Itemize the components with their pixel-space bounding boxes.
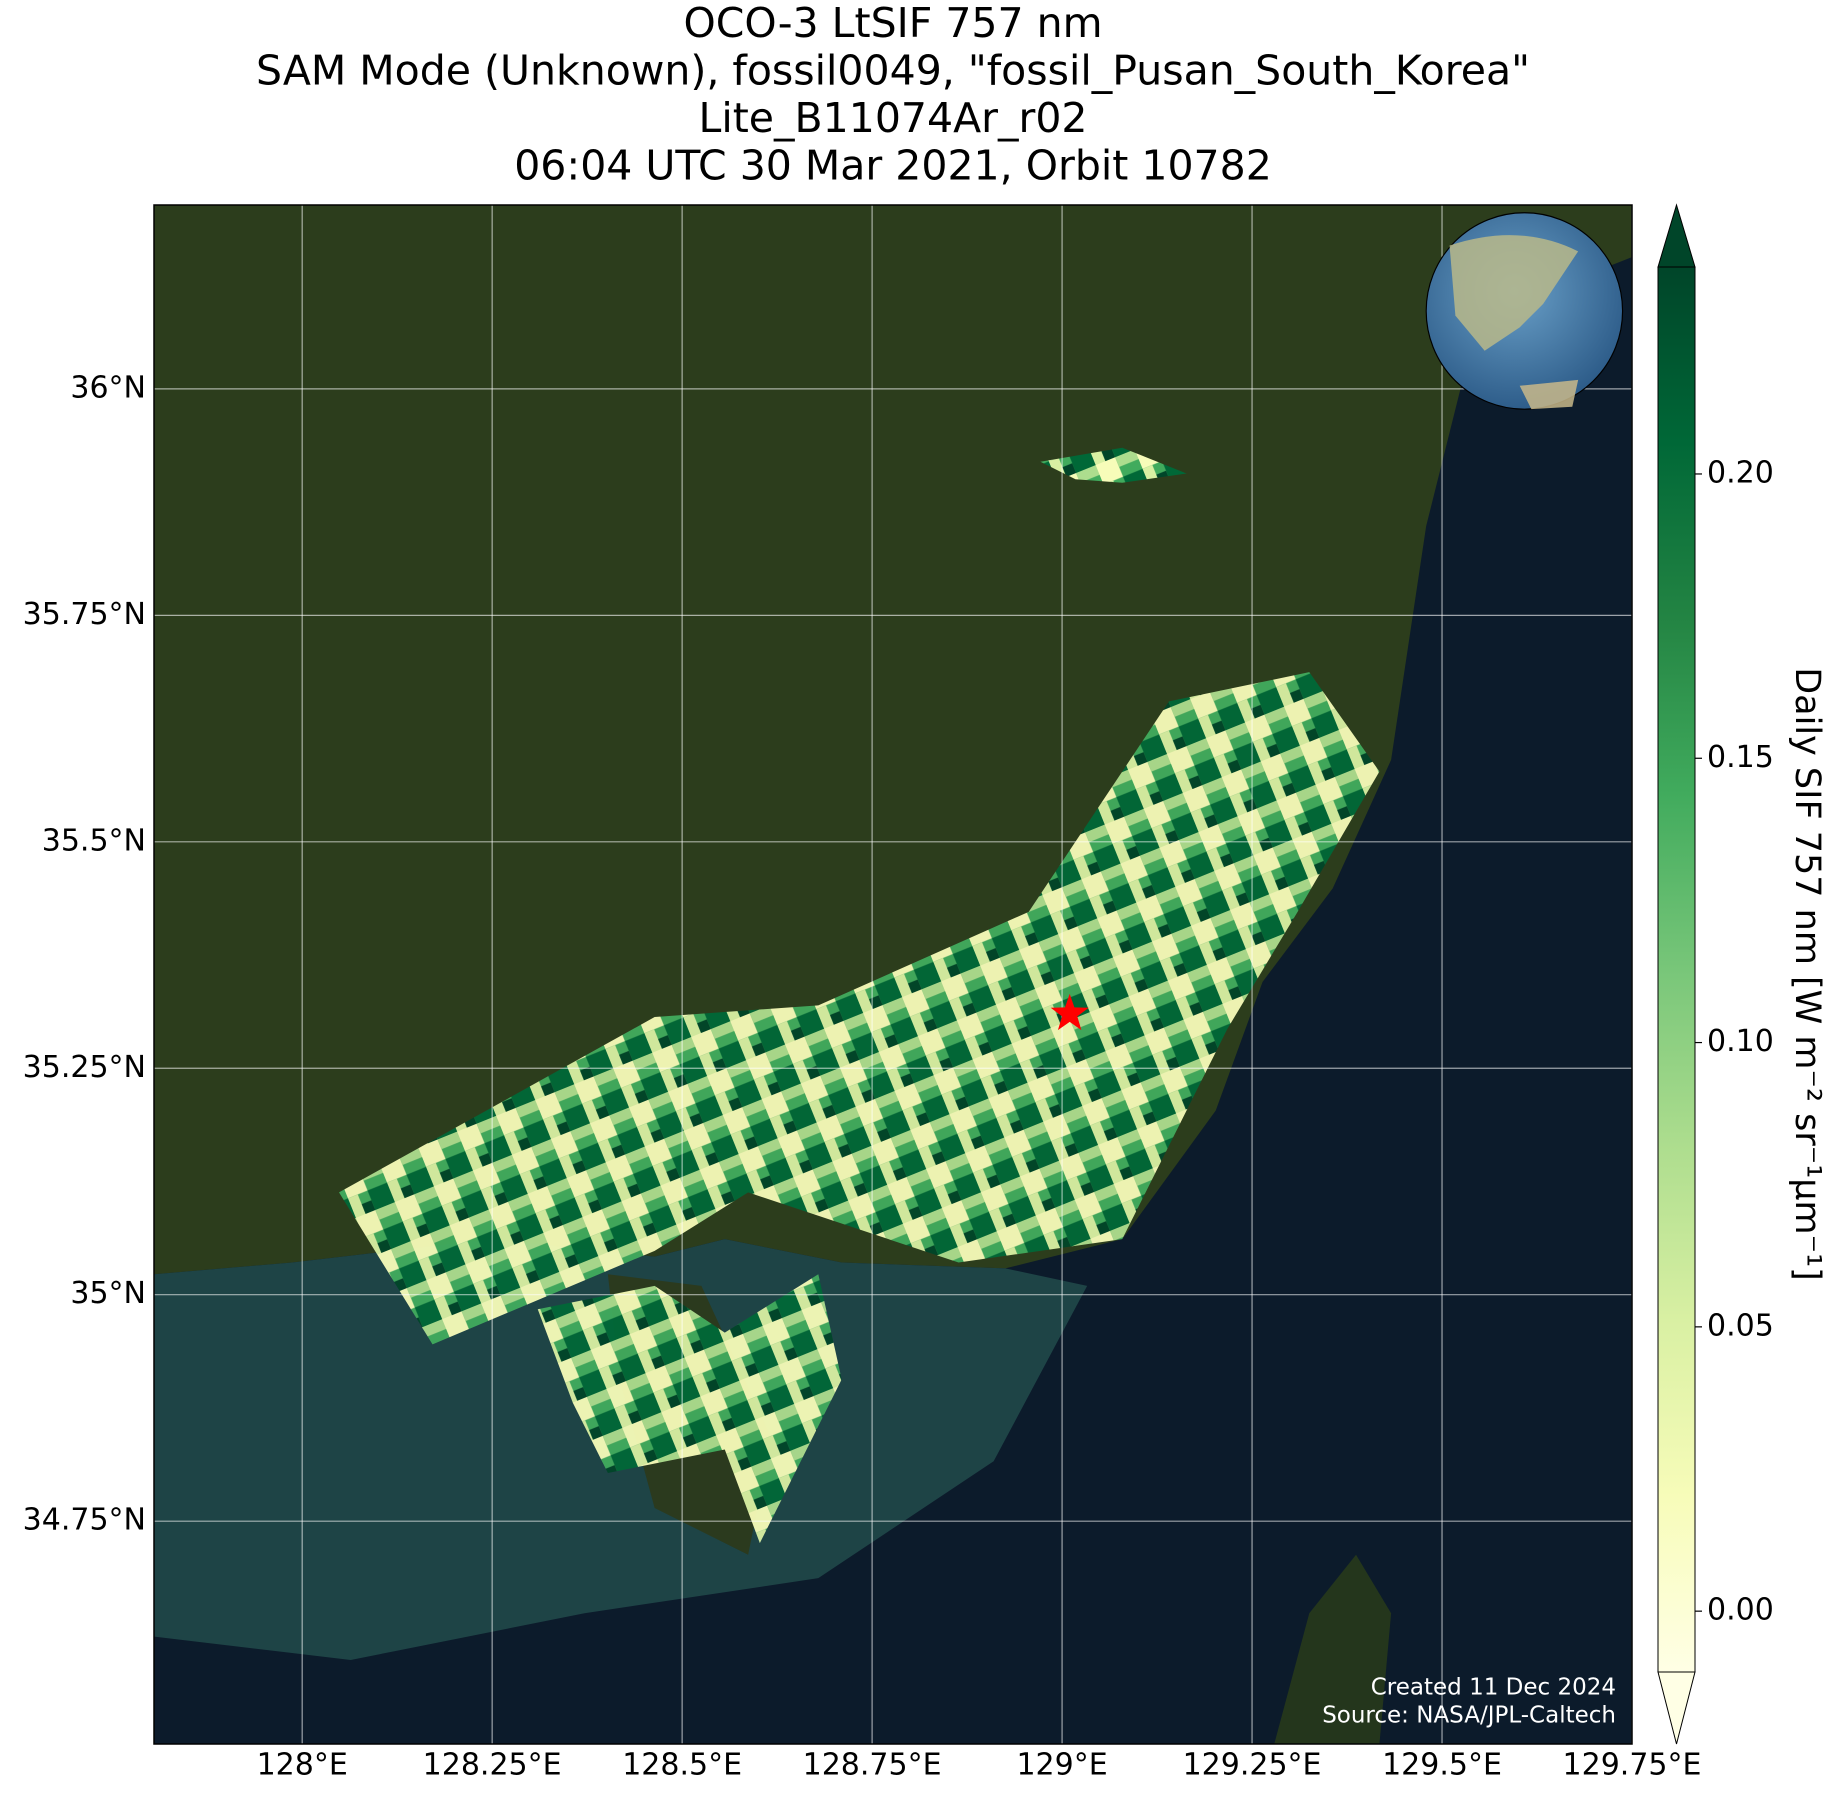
- globe-inset: [1425, 212, 1624, 410]
- credit: Source: NASA/JPL-Caltech: [1322, 1703, 1616, 1729]
- colorbar-body: [1657, 266, 1696, 1673]
- y-tick-label: 35.5°N: [42, 823, 146, 858]
- colorbar-tick-label: 0.00: [1707, 1593, 1774, 1628]
- x-tick-label: 128.25°E: [423, 1748, 562, 1783]
- x-tick-label: 129.5°E: [1382, 1748, 1502, 1783]
- colorbar-tick-label: 0.15: [1707, 740, 1774, 775]
- x-tick-label: 128°E: [257, 1748, 348, 1783]
- y-tick-label: 35.25°N: [23, 1050, 146, 1085]
- colorbar-extend-max: [1657, 203, 1696, 268]
- x-tick-label: 128.5°E: [622, 1748, 742, 1783]
- credit: Created 11 Dec 2024: [1371, 1675, 1616, 1701]
- basemap: [154, 205, 1632, 1744]
- chart-title: OCO-3 LtSIF 757 nm: [683, 0, 1102, 47]
- y-tick-label: 35.75°N: [23, 597, 146, 632]
- x-tick-label: 129.75°E: [1563, 1748, 1702, 1783]
- map-frame: [153, 204, 1633, 1745]
- x-tick-label: 129°E: [1016, 1748, 1107, 1783]
- colorbar: 0.00 0.05 0.10 0.15 0.20: [1657, 203, 1774, 1745]
- colorbar-label: Daily SIF 757 nm [W m⁻² sr⁻¹µm⁻¹]: [1787, 667, 1827, 1281]
- chart-title: 06:04 UTC 30 Mar 2021, Orbit 10782: [514, 142, 1272, 190]
- x-tick-label: 128.75°E: [803, 1748, 942, 1783]
- target-star: [1050, 993, 1089, 1031]
- chart-title: SAM Mode (Unknown), fossil0049, "fossil_…: [256, 47, 1530, 95]
- colorbar-tick-label: 0.10: [1707, 1024, 1774, 1059]
- y-tick-label: 36°N: [70, 370, 146, 405]
- colorbar-extend-min: [1657, 1671, 1696, 1745]
- y-tick-label: 35°N: [70, 1276, 146, 1311]
- x-tick-label: 129.25°E: [1183, 1748, 1322, 1783]
- colorbar-tick-label: 0.20: [1707, 455, 1774, 490]
- chart-title: Lite_B11074Ar_r02: [698, 94, 1087, 142]
- y-tick-label: 34.75°N: [23, 1503, 146, 1538]
- colorbar-tick-label: 0.05: [1707, 1308, 1774, 1343]
